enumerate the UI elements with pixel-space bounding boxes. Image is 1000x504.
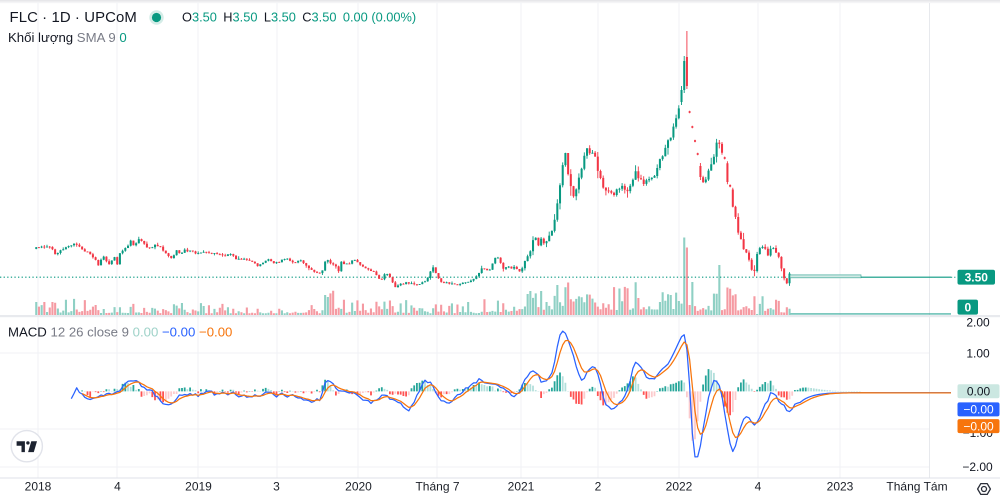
svg-text:−0.00: −0.00: [963, 419, 994, 433]
svg-text:Khối lượng SMA 9 0: Khối lượng SMA 9 0: [8, 30, 127, 45]
svg-text:2021: 2021: [508, 480, 535, 494]
svg-text:O3.50 H3.50 L3.50 C3.50 0.00 (: O3.50 H3.50 L3.50 C3.50 0.00 (0.00%): [182, 10, 416, 25]
svg-text:FLC · 1D · UPCoM: FLC · 1D · UPCoM: [10, 10, 137, 26]
svg-text:1.00: 1.00: [966, 346, 990, 360]
svg-text:2: 2: [595, 480, 602, 494]
svg-text:2022: 2022: [666, 480, 693, 494]
svg-text:2018: 2018: [25, 480, 52, 494]
svg-text:−2.00: −2.00: [962, 460, 993, 474]
svg-text:2023: 2023: [827, 480, 854, 494]
svg-text:4: 4: [114, 480, 121, 494]
svg-text:3: 3: [273, 480, 280, 494]
svg-text:3.50: 3.50: [965, 271, 989, 285]
svg-text:Tháng Tám: Tháng Tám: [886, 480, 947, 494]
svg-text:−0.00: −0.00: [963, 403, 994, 417]
svg-text:MACD 12 26 close 9 0.00 −0.00: MACD 12 26 close 9 0.00 −0.00 −0.00: [8, 325, 232, 340]
svg-text:2020: 2020: [345, 480, 372, 494]
svg-text:2.00: 2.00: [966, 315, 990, 329]
svg-text:4: 4: [755, 480, 762, 494]
svg-text:Tháng 7: Tháng 7: [415, 480, 459, 494]
svg-text:0.00: 0.00: [967, 385, 991, 399]
svg-text:0: 0: [964, 301, 971, 315]
svg-text:2019: 2019: [185, 480, 212, 494]
